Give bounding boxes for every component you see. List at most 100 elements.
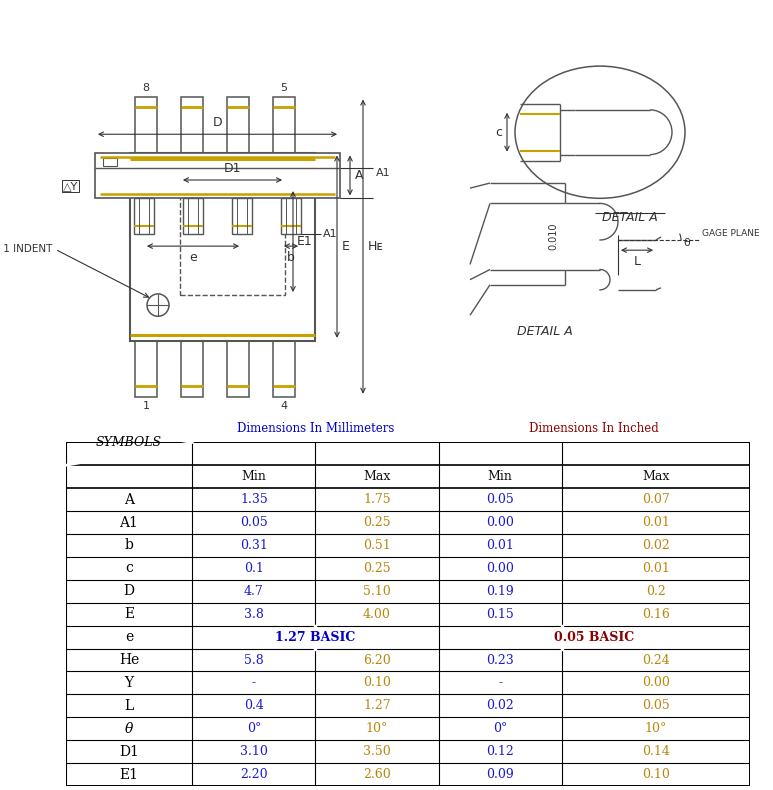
Bar [134, 198, 154, 234]
Text: 0°: 0° [247, 722, 261, 735]
Text: SYMBOLS: SYMBOLS [96, 436, 162, 449]
Text: 0.16: 0.16 [642, 608, 669, 621]
Text: 2.60: 2.60 [363, 768, 391, 781]
Text: A1: A1 [120, 516, 138, 529]
Bar [95, 152, 340, 198]
Text: 0.31: 0.31 [240, 539, 267, 552]
Text: DETAIL A: DETAIL A [602, 210, 658, 224]
Text: 5.8: 5.8 [244, 653, 264, 667]
Text: A1: A1 [323, 229, 338, 239]
Bar [227, 340, 249, 397]
Text: 0.10: 0.10 [642, 768, 669, 781]
Text: L: L [124, 699, 134, 713]
Text: 3.10: 3.10 [240, 745, 267, 758]
Text: Dimensions In Millimeters: Dimensions In Millimeters [237, 422, 394, 435]
Text: 0.10: 0.10 [363, 676, 391, 690]
Text: -: - [252, 676, 256, 690]
Bar [130, 152, 315, 340]
Text: e: e [125, 630, 133, 644]
Bar [181, 340, 203, 397]
Text: 0.01: 0.01 [486, 539, 514, 552]
Text: 0.25: 0.25 [363, 562, 391, 575]
Text: 0.4: 0.4 [244, 699, 264, 713]
Text: 0.12: 0.12 [486, 745, 514, 758]
Text: c: c [495, 126, 502, 139]
Text: 0.19: 0.19 [486, 585, 514, 598]
Text: 1: 1 [142, 401, 149, 411]
Bar [273, 96, 295, 152]
Text: 0.00: 0.00 [642, 676, 669, 690]
Text: 5: 5 [281, 82, 288, 92]
Bar [232, 198, 252, 234]
Text: Hᴇ: Hᴇ [368, 240, 383, 253]
Text: 0.00: 0.00 [486, 562, 514, 575]
Text: b: b [124, 539, 134, 552]
Text: 4: 4 [281, 401, 288, 411]
Text: -: - [498, 676, 502, 690]
Text: 0.1: 0.1 [244, 562, 264, 575]
Text: D1: D1 [119, 745, 139, 758]
Text: 0.51: 0.51 [363, 539, 391, 552]
Text: b: b [287, 251, 295, 264]
Text: 10°: 10° [645, 722, 667, 735]
Text: E1: E1 [297, 235, 313, 248]
Text: 1.27: 1.27 [363, 699, 391, 713]
Bar [227, 96, 249, 152]
Text: D: D [213, 116, 223, 129]
Text: 0.01: 0.01 [642, 562, 669, 575]
Text: e: e [189, 251, 197, 264]
Text: 1.35: 1.35 [240, 493, 267, 506]
Text: A1: A1 [376, 168, 390, 178]
Text: 1.27 BASIC: 1.27 BASIC [275, 630, 356, 644]
Text: 0.00: 0.00 [486, 516, 514, 529]
Text: A: A [124, 493, 134, 506]
Text: 0.14: 0.14 [642, 745, 669, 758]
Text: 0.2: 0.2 [646, 585, 666, 598]
Text: θ: θ [124, 722, 133, 735]
Text: 0.15: 0.15 [486, 608, 514, 621]
Text: 10°: 10° [366, 722, 388, 735]
Text: GAGE PLANE: GAGE PLANE [702, 229, 760, 238]
Text: 0.05: 0.05 [486, 493, 514, 506]
Text: 0.05: 0.05 [642, 699, 669, 713]
Text: 6.20: 6.20 [363, 653, 391, 667]
Text: △Y: △Y [63, 181, 78, 191]
Text: D1: D1 [223, 162, 241, 175]
Text: 0.02: 0.02 [642, 539, 669, 552]
Text: 0.09: 0.09 [486, 768, 514, 781]
Text: θ: θ [683, 238, 690, 248]
Text: 8: 8 [142, 82, 149, 92]
Text: DETAIL A: DETAIL A [517, 325, 573, 337]
Text: Max: Max [363, 470, 390, 483]
Bar [281, 198, 301, 234]
Text: Min: Min [241, 470, 266, 483]
Bar [181, 96, 203, 152]
Text: PIN 1 INDENT: PIN 1 INDENT [0, 244, 52, 254]
Text: 0.07: 0.07 [642, 493, 669, 506]
Text: Min: Min [488, 470, 512, 483]
Text: 3.8: 3.8 [244, 608, 264, 621]
Text: 0.23: 0.23 [486, 653, 514, 667]
Text: 0.01: 0.01 [642, 516, 669, 529]
Text: 0°: 0° [493, 722, 507, 735]
Text: 2.20: 2.20 [240, 768, 267, 781]
Text: 0.05: 0.05 [240, 516, 267, 529]
Text: A: A [355, 169, 363, 182]
Text: He: He [119, 653, 139, 667]
Text: 0.05 BASIC: 0.05 BASIC [554, 630, 635, 644]
Text: 1.75: 1.75 [363, 493, 391, 506]
Bar [135, 96, 157, 152]
Text: L: L [634, 255, 641, 269]
Text: 0.010: 0.010 [548, 223, 558, 250]
Text: E1: E1 [120, 768, 138, 781]
Bar [103, 158, 117, 166]
Text: c: c [125, 562, 133, 575]
Text: 5.10: 5.10 [363, 585, 391, 598]
Text: 4.7: 4.7 [244, 585, 264, 598]
Text: D: D [124, 585, 135, 598]
Bar [180, 188, 285, 295]
Text: Max: Max [642, 470, 669, 483]
Bar [183, 198, 203, 234]
Text: 0.24: 0.24 [642, 653, 669, 667]
Text: Dimensions In Inched: Dimensions In Inched [530, 422, 659, 435]
